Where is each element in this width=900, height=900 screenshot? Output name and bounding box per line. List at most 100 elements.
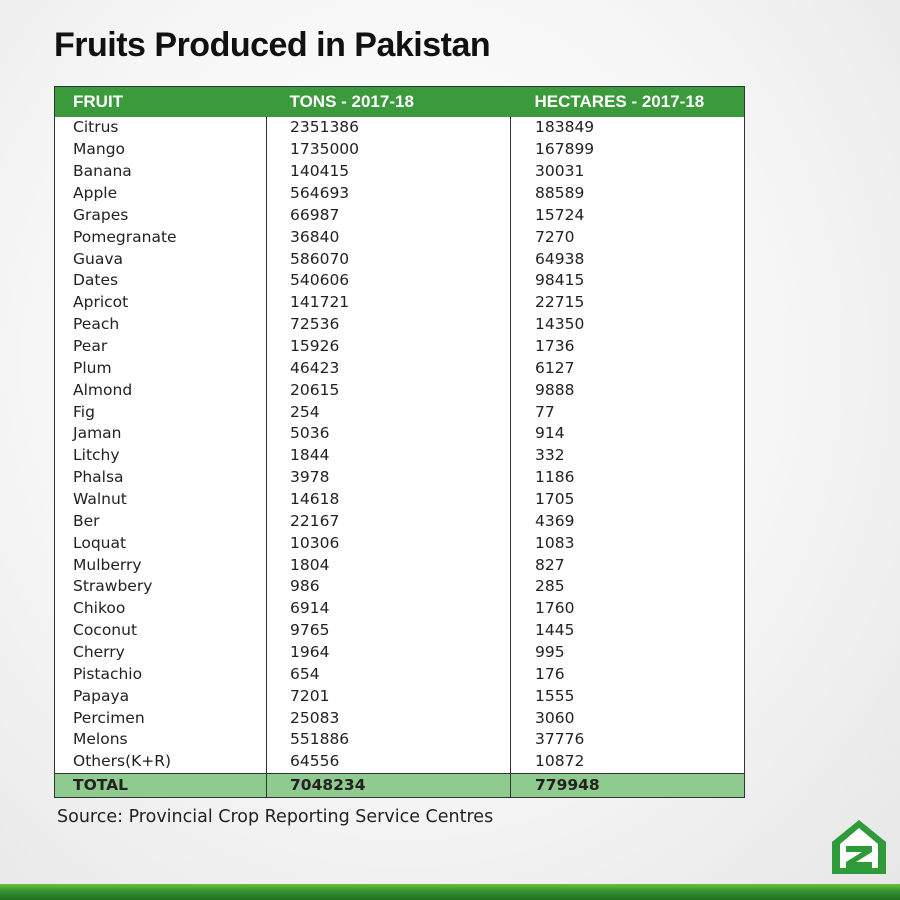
header-cell: TONS - 2017-18 xyxy=(266,86,511,117)
table-cell: 77 xyxy=(510,401,745,424)
table-cell: 551886 xyxy=(266,729,511,751)
table-cell: Chikoo xyxy=(73,599,126,618)
total-row: TOTAL 7048234 779948 xyxy=(54,772,745,798)
total-cell: TOTAL xyxy=(54,772,267,798)
table-row: Jaman 5036 914 xyxy=(55,423,745,445)
table-row: Pear 15926 1736 xyxy=(55,335,745,358)
table-header: FRUIT TONS - 2017-18 HECTARES - 2017-18 xyxy=(54,86,745,117)
header-cell: FRUIT xyxy=(54,86,267,117)
table-cell: 10872 xyxy=(510,750,745,774)
table-cell: Strawbery xyxy=(73,577,153,596)
table-row: Peach 72536 14350 xyxy=(55,313,745,336)
total-cell: 779948 xyxy=(510,772,745,798)
table-cell: 2351386 xyxy=(266,117,511,139)
table-cell: 167899 xyxy=(510,138,745,161)
table-row: Chikoo 6914 1760 xyxy=(55,597,745,620)
table-cell: 9765 xyxy=(266,619,511,642)
table-cell: 1705 xyxy=(510,488,745,511)
table-cell: Plum xyxy=(73,358,112,377)
table-cell: 540606 xyxy=(266,270,511,292)
table-cell: 25083 xyxy=(266,707,511,730)
table-cell: 1186 xyxy=(510,466,745,489)
table-footer: TOTAL 7048234 779948 xyxy=(54,772,745,798)
table-cell: 46423 xyxy=(266,357,511,380)
table-cell: Jaman xyxy=(73,424,122,443)
table-cell: 1445 xyxy=(510,619,745,642)
table-cell: 986 xyxy=(266,576,511,598)
table-cell: 6914 xyxy=(266,597,511,620)
table-row: Others(K+R) 64556 10872 xyxy=(55,750,745,774)
table-cell: 254 xyxy=(266,401,511,424)
table-row: Banana 140415 30031 xyxy=(55,160,745,183)
table-cell: Pomegranate xyxy=(73,227,177,246)
table-row: Walnut 14618 1705 xyxy=(55,488,745,511)
table-cell: Percimen xyxy=(73,708,145,727)
header-cell: HECTARES - 2017-18 xyxy=(510,86,745,117)
table-cell: 64938 xyxy=(510,248,745,271)
table-cell: Papaya xyxy=(73,686,130,705)
table-row: Melons 551886 37776 xyxy=(55,729,745,751)
table-cell: 14618 xyxy=(266,488,511,511)
table-cell: Pear xyxy=(73,337,108,356)
table-cell: 5036 xyxy=(266,423,511,445)
table-row: Dates 540606 98415 xyxy=(55,270,745,292)
table-cell: Pistachio xyxy=(73,664,143,683)
table-cell: 4369 xyxy=(510,510,745,533)
table-cell: 36840 xyxy=(266,226,511,249)
table-cell: Melons xyxy=(73,730,128,749)
table-cell: Mango xyxy=(73,140,126,159)
table-cell: Apricot xyxy=(73,293,129,312)
table-cell: 1964 xyxy=(266,641,511,664)
table-row: Pomegranate 36840 7270 xyxy=(55,226,745,249)
table-cell: 1083 xyxy=(510,532,745,555)
table-cell: 285 xyxy=(510,576,745,598)
table-cell: 22167 xyxy=(266,510,511,533)
table-cell: Mulberry xyxy=(73,555,142,574)
table-row: Strawbery 986 285 xyxy=(55,576,745,598)
table-cell: 98415 xyxy=(510,270,745,292)
table-cell: 22715 xyxy=(510,291,745,314)
table-row: Papaya 7201 1555 xyxy=(55,685,745,708)
table-row: Litchy 1844 332 xyxy=(55,444,745,467)
table-cell: 176 xyxy=(510,663,745,686)
table-cell: 14350 xyxy=(510,313,745,336)
table-cell: 332 xyxy=(510,444,745,467)
table-cell: 72536 xyxy=(266,313,511,336)
table-row: Guava 586070 64938 xyxy=(55,248,745,271)
table-cell: 564693 xyxy=(266,182,511,205)
table-cell: Peach xyxy=(73,315,120,334)
table-cell: Citrus xyxy=(73,118,119,137)
table-cell: 140415 xyxy=(266,160,511,183)
table-cell: 64556 xyxy=(266,750,511,774)
table-cell: Others(K+R) xyxy=(73,752,172,771)
table-cell: Banana xyxy=(73,162,132,181)
table-row: Apricot 141721 22715 xyxy=(55,291,745,314)
source-note: Source: Provincial Crop Reporting Servic… xyxy=(57,807,494,827)
table-row: Mango 1735000 167899 xyxy=(55,138,745,161)
table-cell: Ber xyxy=(73,511,100,530)
footer-bar xyxy=(0,884,900,900)
table-cell: Coconut xyxy=(73,621,138,640)
table-cell: Cherry xyxy=(73,643,125,662)
total-cell: 7048234 xyxy=(266,772,511,798)
table-cell: Loquat xyxy=(73,533,127,552)
table-cell: 3060 xyxy=(510,707,745,730)
table-cell: 10306 xyxy=(266,532,511,555)
table-row: Apple 564693 88589 xyxy=(55,182,745,205)
table-row: Percimen 25083 3060 xyxy=(55,707,745,730)
table: FRUIT TONS - 2017-18 HECTARES - 2017-18 Ci… xyxy=(54,86,745,798)
table-row: Coconut 9765 1445 xyxy=(55,619,745,642)
table-cell: Phalsa xyxy=(73,468,124,487)
table-cell: 7270 xyxy=(510,226,745,249)
table-row: Phalsa 3978 1186 xyxy=(55,466,745,489)
table-cell: 1804 xyxy=(266,554,511,577)
table-cell: 586070 xyxy=(266,248,511,271)
table-body: Citrus 2351386 183849 Mango 1735000 167899 Ban… xyxy=(55,117,745,774)
table-cell: Guava xyxy=(73,249,124,268)
table-cell: 20615 xyxy=(266,379,511,402)
table-cell: Almond xyxy=(73,380,133,399)
table-cell: 1736 xyxy=(510,335,745,358)
table-cell: 66987 xyxy=(266,204,511,227)
table-cell: 141721 xyxy=(266,291,511,314)
